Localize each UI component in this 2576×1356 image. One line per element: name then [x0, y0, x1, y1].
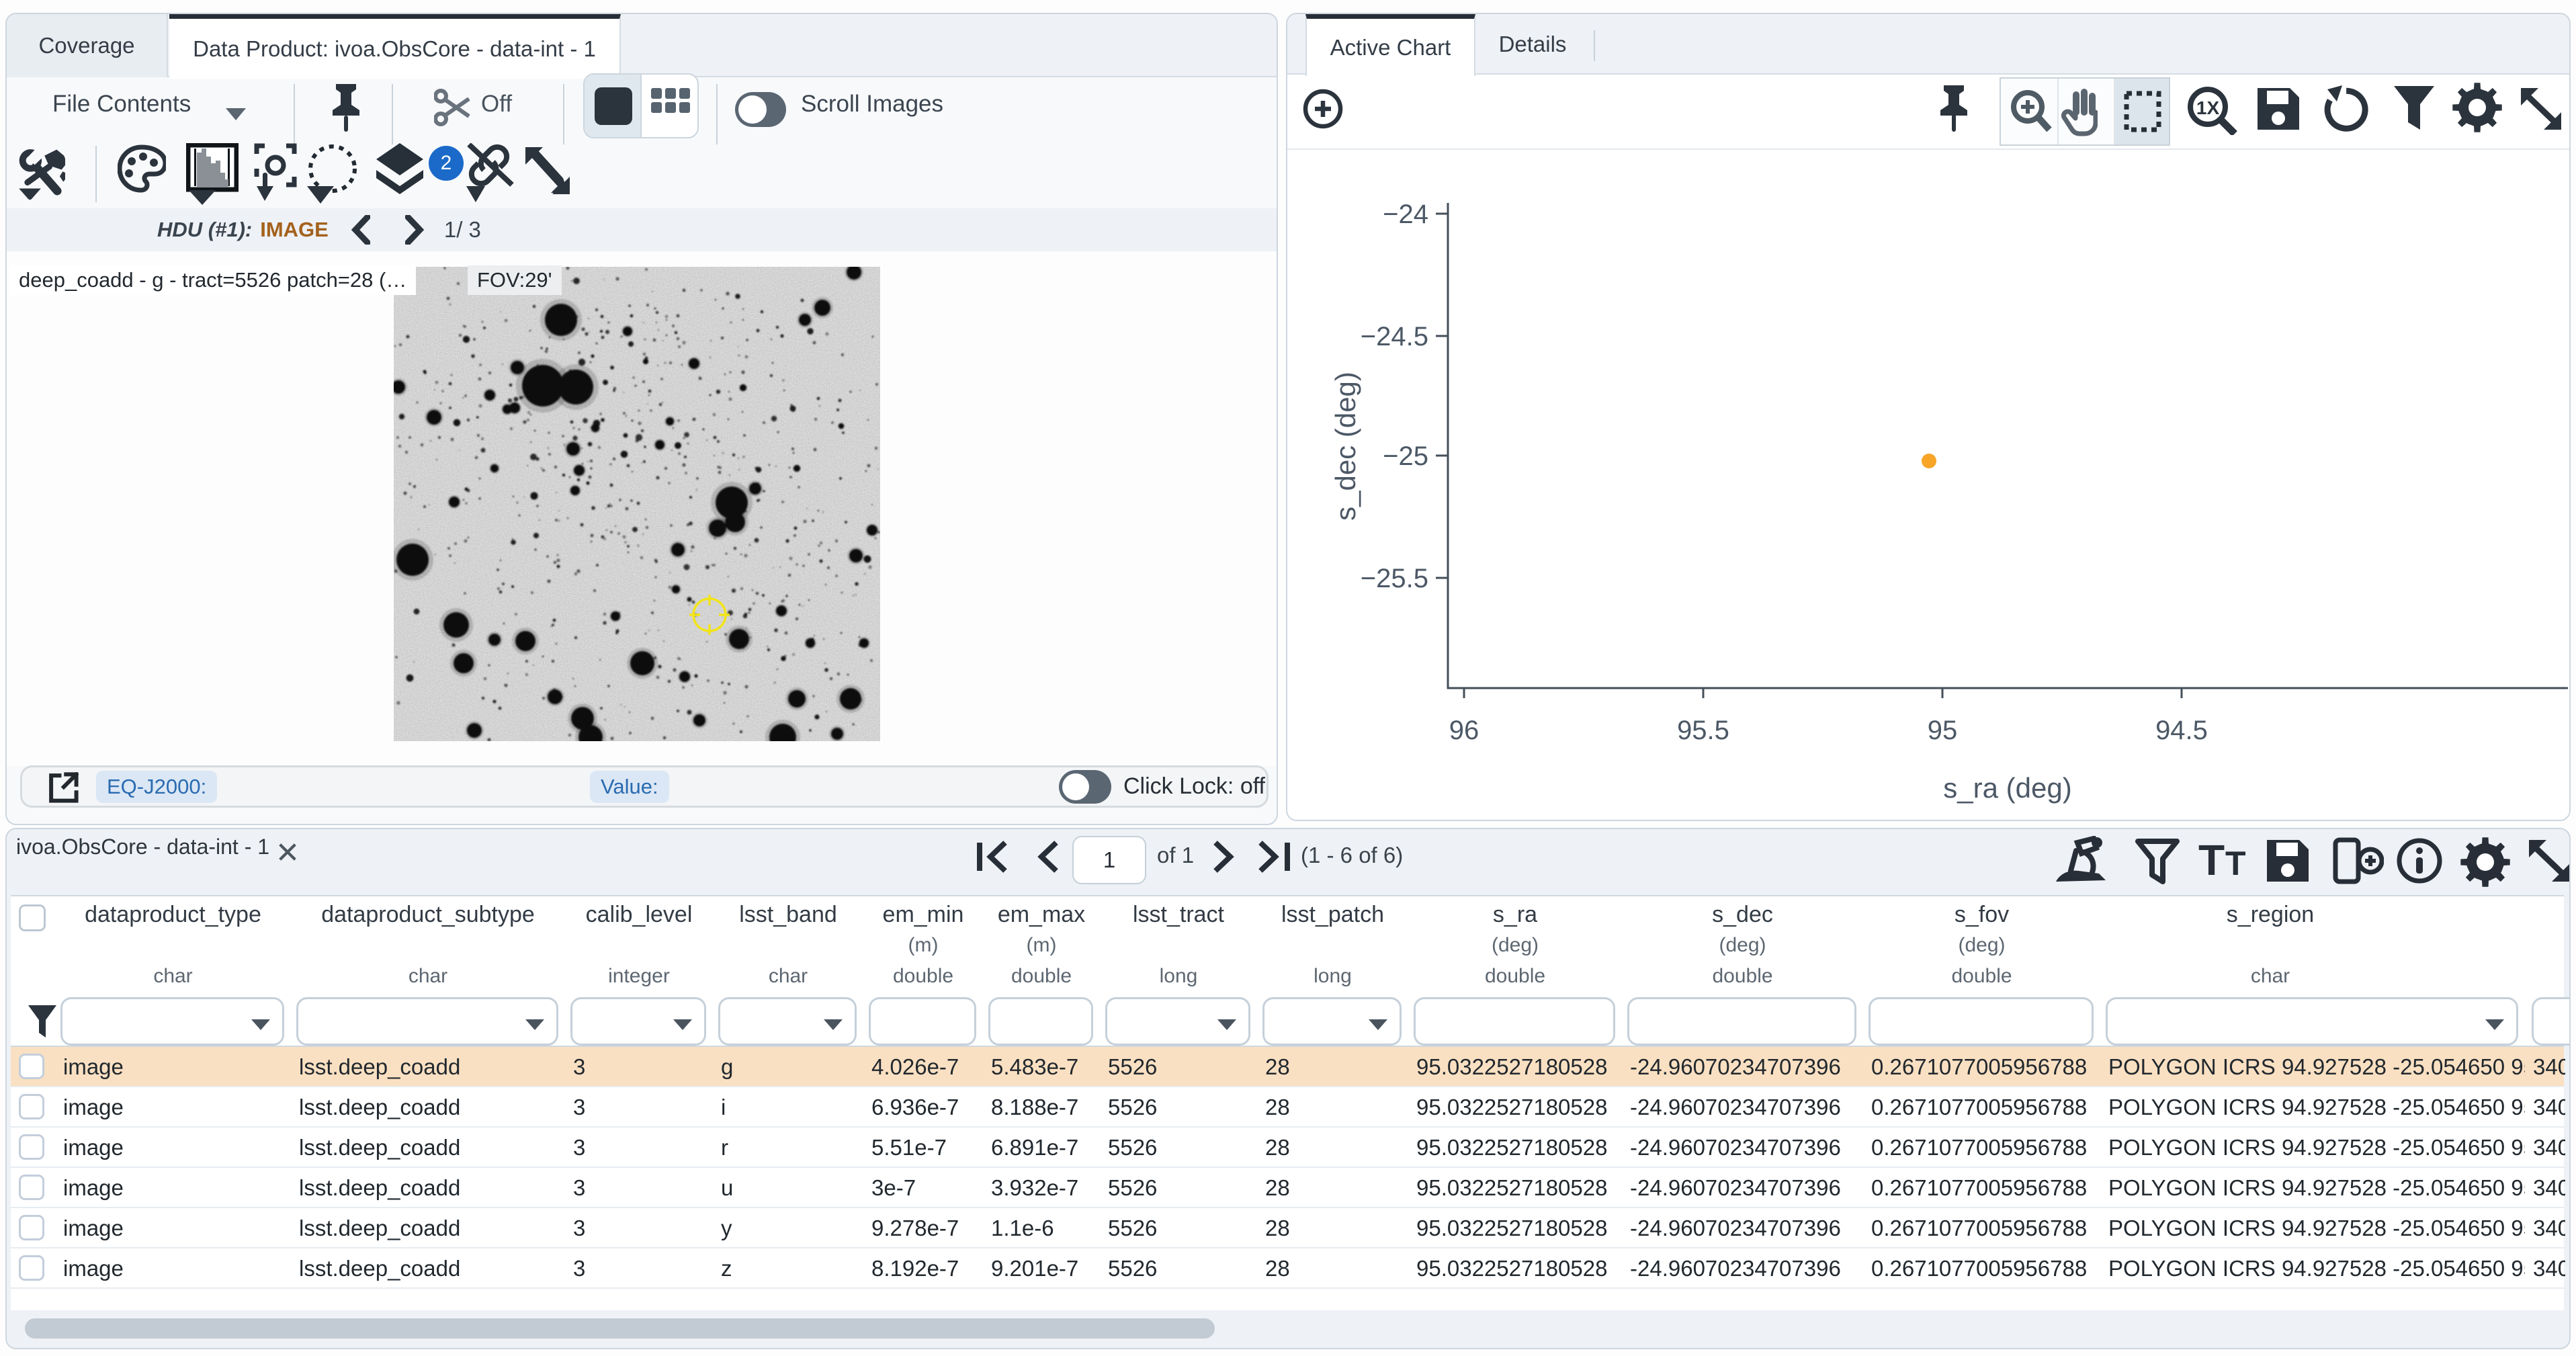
- svg-text:95.5: 95.5: [1677, 716, 1729, 745]
- svg-text:−24: −24: [1383, 200, 1428, 229]
- svg-text:94.5: 94.5: [2155, 716, 2208, 745]
- svg-text:s_ra (deg): s_ra (deg): [1943, 772, 2071, 804]
- svg-text:96: 96: [1449, 716, 1479, 745]
- svg-text:−25.5: −25.5: [1361, 564, 1428, 593]
- svg-text:1X: 1X: [2196, 97, 2220, 118]
- svg-text:T: T: [2198, 840, 2225, 883]
- svg-text:−24.5: −24.5: [1361, 322, 1428, 351]
- svg-text:T: T: [2225, 845, 2246, 882]
- svg-text:s_dec (deg): s_dec (deg): [1330, 372, 1361, 521]
- svg-text:−25: −25: [1383, 441, 1428, 471]
- svg-text:95: 95: [1928, 716, 1958, 745]
